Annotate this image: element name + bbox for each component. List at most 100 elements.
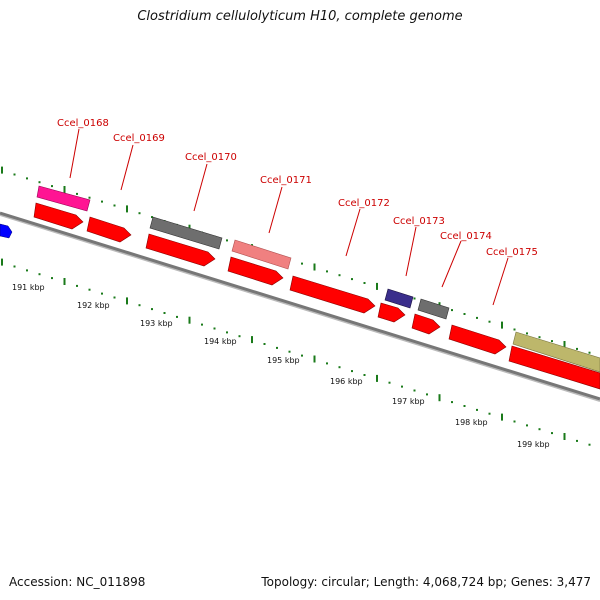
cds-track: [33, 202, 600, 390]
upper-tick-8: [101, 200, 103, 203]
lower-tick-22: [276, 346, 278, 349]
upper-tick-41: [513, 328, 516, 331]
lower-tick-18: [226, 331, 228, 334]
upper-tick-ring: [1, 166, 591, 354]
scale-label-194: 194 kbp: [204, 337, 237, 346]
upper-tick-1: [13, 173, 16, 176]
lower-tick-2: [26, 269, 28, 272]
upper-tick-46: [576, 347, 578, 350]
genome-backbone-shadow: [0, 214, 600, 402]
upper-tick-4: [51, 185, 53, 188]
upper-tick-9: [113, 204, 116, 207]
lower-tick-25: [313, 355, 316, 363]
lower-tick-20: [251, 336, 253, 344]
upper-tick-27: [338, 274, 341, 277]
lower-tick-37: [463, 405, 466, 407]
scale-label-199: 199 kbp: [517, 440, 550, 449]
upper-tick-38: [476, 316, 478, 319]
upper-tick-39: [488, 320, 491, 323]
upper-tick-5: [63, 186, 66, 193]
gene-label-ccel-0175[interactable]: Ccel_0175: [486, 247, 538, 258]
scale-label-191: 191 kbp: [12, 283, 45, 292]
gene-label-ccel-0173[interactable]: Ccel_0173: [393, 216, 445, 227]
lower-tick-47: [588, 443, 591, 446]
lower-tick-31: [388, 381, 391, 384]
lower-tick-19: [238, 335, 241, 338]
lower-tick-21: [263, 343, 266, 345]
lower-tick-13: [163, 312, 166, 314]
upper-tick-25: [313, 263, 316, 271]
cds-arrow-ccel-0169[interactable]: [86, 216, 132, 243]
lower-tick-4: [51, 277, 53, 280]
lower-tick-10: [126, 297, 128, 305]
gene-label-ccel-0168[interactable]: Ccel_0168: [57, 118, 109, 129]
cds-arrow-next[interactable]: [508, 345, 600, 390]
lower-tick-38: [476, 408, 478, 411]
lower-tick-15: [188, 316, 191, 324]
scale-label-193: 193 kbp: [140, 319, 173, 328]
feature-pink[interactable]: [231, 239, 292, 270]
gene-label-ccel-0169[interactable]: Ccel_0169: [113, 133, 165, 144]
lower-tick-30: [376, 374, 378, 382]
accession-text: Accession: NC_011898: [9, 575, 146, 589]
upper-tick-24: [301, 262, 303, 265]
lower-tick-34: [426, 393, 428, 396]
upper-tick-36: [451, 309, 453, 312]
lower-tick-27: [338, 366, 341, 369]
feature-blue[interactable]: [0, 223, 13, 239]
lower-tick-0: [1, 258, 3, 266]
gene-label-ccel-0174[interactable]: Ccel_0174: [440, 231, 492, 242]
upper-tick-18: [226, 239, 228, 242]
leader-ccel-0174: [441, 240, 462, 288]
upper-tick-33: [413, 297, 416, 300]
gene-label-ccel-0172[interactable]: Ccel_0172: [338, 198, 390, 209]
upper-tick-12: [151, 216, 153, 219]
scale-labels: 191 kbp 192 kbp 193 kbp 194 kbp 195 kbp …: [12, 283, 550, 449]
leader-ccel-0172: [345, 208, 361, 257]
scale-label-192: 192 kbp: [77, 301, 110, 310]
upper-tick-47: [588, 351, 591, 354]
scale-label-198: 198 kbp: [455, 418, 488, 427]
upper-tick-44: [551, 340, 553, 343]
upper-tick-43: [538, 336, 541, 339]
lower-tick-11: [138, 304, 141, 307]
lower-tick-17: [213, 327, 216, 330]
lower-tick-42: [526, 424, 528, 427]
gene-label-ccel-0171[interactable]: Ccel_0171: [260, 175, 312, 186]
lower-tick-26: [326, 362, 328, 365]
feature-khaki[interactable]: [512, 331, 600, 373]
cds-arrow-ccel-0171[interactable]: [227, 256, 284, 286]
cds-arrow-ccel-0168[interactable]: [33, 202, 84, 230]
lower-tick-45: [563, 433, 566, 440]
scale-label-195: 195 kbp: [267, 356, 300, 365]
lower-tick-44: [551, 432, 553, 435]
gene-label-ccel-0170[interactable]: Ccel_0170: [185, 152, 237, 163]
lower-tick-41: [513, 420, 516, 423]
leader-ccel-0173: [405, 226, 417, 277]
cds-arrow-ccel-0172[interactable]: [289, 275, 376, 314]
gene-labels: Ccel_0168 Ccel_0169 Ccel_0170 Ccel_0171 …: [57, 118, 538, 258]
upper-tick-0: [1, 166, 3, 174]
leader-ccel-0168: [69, 128, 80, 179]
feature-gray-2[interactable]: [417, 298, 450, 320]
upper-tick-28: [351, 278, 353, 281]
lower-tick-33: [413, 389, 416, 392]
lower-tick-40: [501, 413, 503, 421]
feature-magenta[interactable]: [36, 185, 91, 212]
leader-ccel-0175: [492, 257, 509, 306]
leader-ccel-0170: [193, 163, 208, 212]
lower-tick-23: [288, 350, 291, 353]
feature-navy[interactable]: [384, 288, 414, 309]
cds-arrow-ccel-0170[interactable]: [145, 233, 216, 267]
cds-arrow-ccel-0174[interactable]: [411, 313, 441, 335]
lower-tick-5: [63, 278, 66, 285]
cds-arrow-ccel-0173[interactable]: [377, 302, 406, 323]
gene-leaders: [69, 128, 509, 306]
upper-tick-42: [526, 332, 528, 335]
upper-tick-11: [138, 212, 141, 215]
feature-gray-1[interactable]: [149, 216, 223, 250]
lower-tick-14: [176, 315, 178, 318]
lower-tick-3: [38, 273, 41, 276]
cds-arrow-ccel-0175[interactable]: [448, 324, 507, 355]
lower-tick-8: [101, 292, 103, 295]
